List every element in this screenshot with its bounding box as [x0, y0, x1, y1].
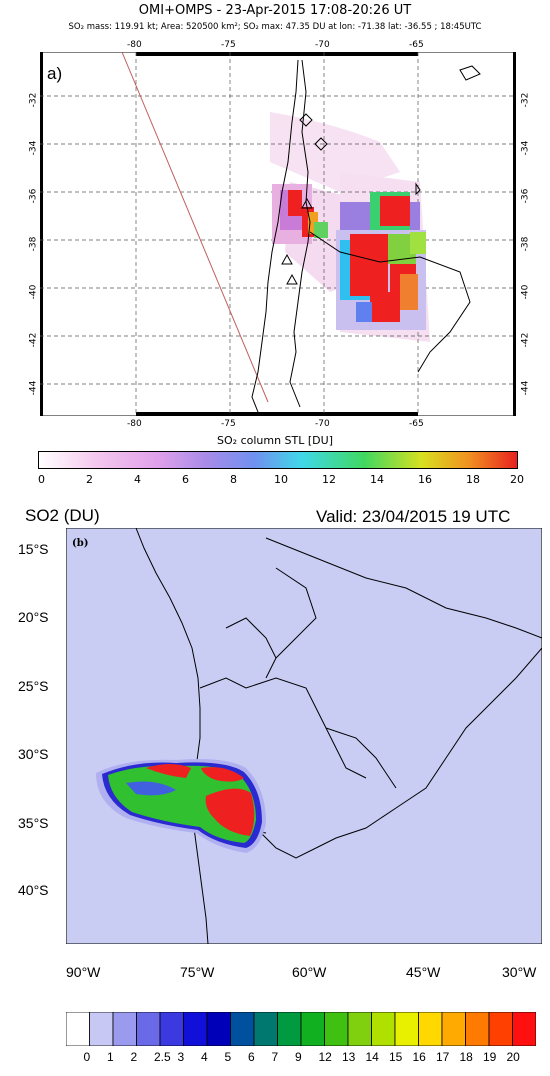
colorbar-b-tick: 6 [248, 1050, 255, 1064]
lat-tick-left-38: -38 [28, 236, 39, 252]
panel-b-header-left: SO2 (DU) [25, 506, 100, 525]
b-lat-40S: 40°S [18, 882, 49, 898]
lon-tick-top-70: -70 [315, 40, 330, 50]
colorbar-b-tick: 0 [83, 1050, 91, 1064]
lon-tick-bottom-65: -65 [409, 419, 424, 429]
lon-tick-bottom-70: -70 [315, 419, 330, 429]
cb-a-tick-10: 10 [274, 473, 288, 486]
cb-a-tick-18: 18 [466, 473, 480, 486]
panel-b-plume [96, 759, 266, 853]
colorbar-b-swatch [347, 1012, 372, 1046]
lon-tick-top-65: -65 [409, 40, 424, 50]
b-lon-60W: 60°W [292, 964, 327, 980]
lat-tick-right-36: -36 [520, 188, 531, 204]
colorbar-b-tick: 13 [342, 1050, 356, 1064]
colorbar-b-swatch [230, 1012, 255, 1046]
colorbar-b-swatch [441, 1012, 466, 1046]
b-lat-25S: 25°S [18, 678, 49, 694]
colorbar-b-swatch [512, 1012, 536, 1046]
panel-b-colorbar [66, 1012, 536, 1046]
colorbar-b-swatch [112, 1012, 137, 1046]
lon-tick-bottom-80: -80 [127, 419, 142, 429]
panel-b-label: (b) [72, 538, 89, 549]
colorbar-b-tick: 2.5 [154, 1050, 171, 1064]
colorbar-b-tick: 12 [318, 1050, 332, 1064]
lat-tick-left-34: -34 [28, 140, 39, 156]
lat-tick-left-36: -36 [28, 188, 39, 204]
lat-tick-right-44: -44 [520, 380, 531, 396]
colorbar-b-swatch [394, 1012, 419, 1046]
colorbar-b-tick: 1 [107, 1050, 114, 1064]
lat-tick-right-34: -34 [520, 140, 531, 156]
b-lat-20S: 20°S [18, 609, 49, 625]
lat-tick-right-32: -32 [520, 92, 531, 108]
lon-tick-top-80: -80 [127, 40, 142, 50]
lat-tick-right-42: -42 [520, 332, 531, 348]
colorbar-b-swatch [371, 1012, 396, 1046]
colorbar-b-swatch [66, 1012, 90, 1046]
b-lat-30S: 30°S [18, 746, 49, 762]
colorbar-b-tick: 5 [224, 1050, 232, 1064]
colorbar-b-tick: 18 [459, 1050, 473, 1064]
cb-a-tick-20: 20 [510, 473, 524, 486]
cb-a-tick-0: 0 [38, 473, 45, 486]
lat-tick-right-40: -40 [520, 284, 531, 300]
lat-tick-left-40: -40 [28, 284, 39, 300]
colorbar-b-tick: 19 [483, 1050, 497, 1064]
colorbar-b-swatch [300, 1012, 325, 1046]
panel-b-header-right: Valid: 23/04/2015 19 UTC [316, 507, 511, 526]
lat-tick-left-42: -42 [28, 332, 39, 348]
colorbar-b-tick: 4 [201, 1050, 208, 1064]
cb-a-tick-14: 14 [370, 473, 384, 486]
colorbar-b-tick: 9 [295, 1050, 302, 1064]
lat-tick-left-32: -32 [28, 92, 39, 108]
lon-tick-top-75: -75 [221, 40, 236, 50]
colorbar-b-tick: 20 [506, 1050, 520, 1064]
colorbar-b-swatch [253, 1012, 278, 1046]
colorbar-b-swatch [418, 1012, 443, 1046]
b-lat-35S: 35°S [18, 815, 49, 831]
colorbar-b-swatch [136, 1012, 161, 1046]
panel-a-subtitle: SO₂ mass: 119.91 kt; Area: 520500 km²; S… [68, 22, 482, 32]
b-lon-90W: 90°W [66, 964, 101, 980]
colorbar-b-tick: 15 [389, 1050, 403, 1064]
colorbar-b-tick: 17 [436, 1050, 450, 1064]
panel-a-colorbar-title: SO₂ column STL [DU] [217, 434, 333, 447]
panel-a-title: OMI+OMPS - 23-Apr-2015 17:08-20:26 UT [138, 3, 412, 18]
colorbar-b-swatch [465, 1012, 490, 1046]
panel-a-label: a) [47, 64, 63, 83]
cb-a-tick-4: 4 [134, 473, 141, 486]
colorbar-b-swatch [324, 1012, 349, 1046]
colorbar-b-swatch [488, 1012, 513, 1046]
colorbar-b-tick: 14 [365, 1050, 379, 1064]
colorbar-b-swatch [159, 1012, 184, 1046]
b-lon-30W: 30°W [502, 964, 537, 980]
panel-b-map [66, 528, 542, 944]
cb-a-tick-2: 2 [86, 473, 93, 486]
lon-tick-bottom-75: -75 [221, 419, 236, 429]
colorbar-b-tick: 2 [130, 1050, 138, 1064]
b-lat-15S: 15°S [18, 541, 49, 557]
colorbar-b-tick: 7 [271, 1050, 279, 1064]
panel-b-colorbar-ticks: 0 1 2 2.5 3 4 5 6 7 9 12 13 14 15 16 17 18 19 20 [0, 1050, 550, 1070]
panel-a-colorbar [38, 451, 518, 469]
colorbar-b-swatch [89, 1012, 114, 1046]
colorbar-b-swatch [183, 1012, 208, 1046]
b-lon-45W: 45°W [406, 964, 441, 980]
colorbar-b-swatch [277, 1012, 302, 1046]
panel-a-map [40, 52, 516, 416]
lat-tick-left-44: -44 [28, 380, 39, 396]
cb-a-tick-16: 16 [418, 473, 432, 486]
cb-a-tick-6: 6 [182, 473, 189, 486]
colorbar-b-tick: 16 [412, 1050, 426, 1064]
panel-a-plume [272, 184, 426, 330]
lat-tick-right-38: -38 [520, 236, 531, 252]
b-lon-75W: 75°W [180, 964, 215, 980]
colorbar-b-tick: 3 [177, 1050, 185, 1064]
cb-a-tick-8: 8 [230, 473, 237, 486]
cb-a-tick-12: 12 [322, 473, 336, 486]
colorbar-b-swatch [206, 1012, 231, 1046]
